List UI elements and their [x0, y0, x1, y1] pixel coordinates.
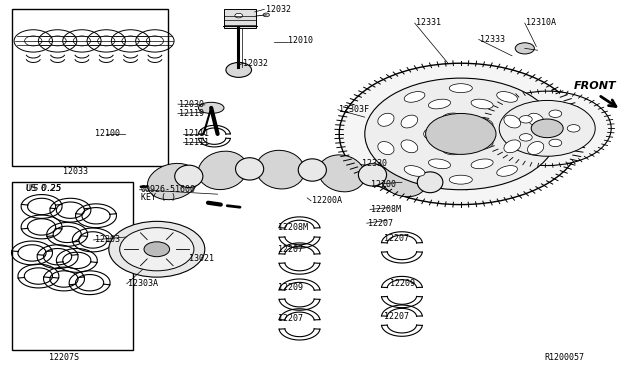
Bar	[12, 9, 168, 166]
Text: US 0.25: US 0.25	[26, 185, 61, 193]
Circle shape	[109, 221, 205, 277]
Ellipse shape	[378, 113, 394, 126]
Circle shape	[365, 78, 557, 190]
Ellipse shape	[478, 140, 493, 149]
Circle shape	[375, 163, 393, 173]
Text: FRONT: FRONT	[574, 81, 616, 91]
Text: 12200A: 12200A	[312, 196, 342, 205]
Text: 12111: 12111	[184, 129, 209, 138]
Circle shape	[120, 228, 194, 271]
Ellipse shape	[198, 151, 247, 190]
Text: 13021: 13021	[189, 254, 214, 263]
Ellipse shape	[318, 155, 365, 192]
Ellipse shape	[424, 129, 436, 139]
Circle shape	[391, 169, 396, 171]
Text: 12010: 12010	[288, 36, 313, 45]
Ellipse shape	[442, 113, 460, 121]
Ellipse shape	[378, 141, 394, 155]
Ellipse shape	[236, 158, 264, 180]
Ellipse shape	[497, 166, 517, 176]
Text: 12111: 12111	[184, 138, 209, 147]
Ellipse shape	[504, 115, 520, 128]
Circle shape	[531, 119, 563, 138]
Ellipse shape	[497, 92, 517, 102]
Circle shape	[520, 134, 532, 141]
Text: 12207: 12207	[278, 246, 303, 254]
Text: 12208M: 12208M	[371, 205, 401, 214]
Ellipse shape	[449, 84, 472, 93]
Ellipse shape	[298, 159, 326, 181]
Ellipse shape	[175, 165, 203, 187]
Text: 12119: 12119	[179, 109, 204, 118]
Text: 12310A: 12310A	[526, 18, 556, 27]
Ellipse shape	[417, 172, 443, 193]
Circle shape	[515, 43, 534, 54]
Text: 12032: 12032	[266, 5, 291, 14]
Circle shape	[483, 91, 611, 166]
Circle shape	[339, 63, 582, 205]
Ellipse shape	[504, 140, 520, 153]
Text: 12207: 12207	[368, 219, 393, 228]
Ellipse shape	[478, 119, 493, 128]
Ellipse shape	[428, 99, 451, 109]
Ellipse shape	[380, 163, 426, 197]
Ellipse shape	[404, 166, 425, 176]
Circle shape	[144, 242, 170, 257]
Text: 12032: 12032	[243, 59, 268, 68]
Text: 12207: 12207	[384, 312, 409, 321]
Ellipse shape	[449, 175, 472, 184]
Text: 12033: 12033	[63, 167, 88, 176]
Ellipse shape	[527, 141, 544, 155]
Text: 12333: 12333	[480, 35, 505, 44]
Text: 12303F: 12303F	[339, 105, 369, 114]
Ellipse shape	[404, 92, 425, 102]
Text: 12207S: 12207S	[49, 353, 79, 362]
Text: 12200: 12200	[371, 180, 396, 189]
Ellipse shape	[442, 147, 460, 155]
Ellipse shape	[198, 102, 224, 113]
Text: 12331: 12331	[416, 18, 441, 27]
Circle shape	[235, 13, 243, 18]
Text: US 0.25: US 0.25	[26, 185, 61, 193]
Text: 12207: 12207	[384, 234, 409, 243]
Circle shape	[520, 116, 532, 123]
Circle shape	[426, 113, 496, 154]
Circle shape	[549, 139, 562, 147]
Text: 12303: 12303	[95, 235, 120, 244]
FancyBboxPatch shape	[224, 9, 256, 28]
Text: 12330: 12330	[362, 159, 387, 168]
Circle shape	[226, 62, 252, 77]
Ellipse shape	[401, 140, 418, 153]
Circle shape	[549, 110, 562, 118]
Text: 12100: 12100	[95, 129, 120, 138]
Text: 12207: 12207	[278, 314, 303, 323]
Text: KEY ( ): KEY ( )	[141, 193, 176, 202]
Text: R1200057: R1200057	[544, 353, 584, 362]
Bar	[12, 182, 133, 350]
Text: 00926-51600: 00926-51600	[141, 185, 196, 194]
Text: 12303A: 12303A	[128, 279, 158, 288]
Ellipse shape	[358, 164, 387, 186]
Text: 12209: 12209	[390, 279, 415, 288]
Ellipse shape	[471, 99, 493, 109]
Ellipse shape	[401, 115, 418, 128]
Ellipse shape	[147, 163, 198, 200]
Text: 12209: 12209	[278, 283, 303, 292]
Ellipse shape	[428, 159, 451, 169]
Circle shape	[387, 166, 400, 174]
Circle shape	[499, 100, 595, 156]
Circle shape	[263, 13, 269, 17]
Text: 12030: 12030	[179, 100, 204, 109]
Ellipse shape	[471, 159, 493, 169]
Ellipse shape	[256, 150, 305, 189]
Circle shape	[567, 125, 580, 132]
Ellipse shape	[527, 113, 544, 126]
Text: 12208M: 12208M	[278, 223, 308, 232]
Circle shape	[380, 166, 388, 170]
